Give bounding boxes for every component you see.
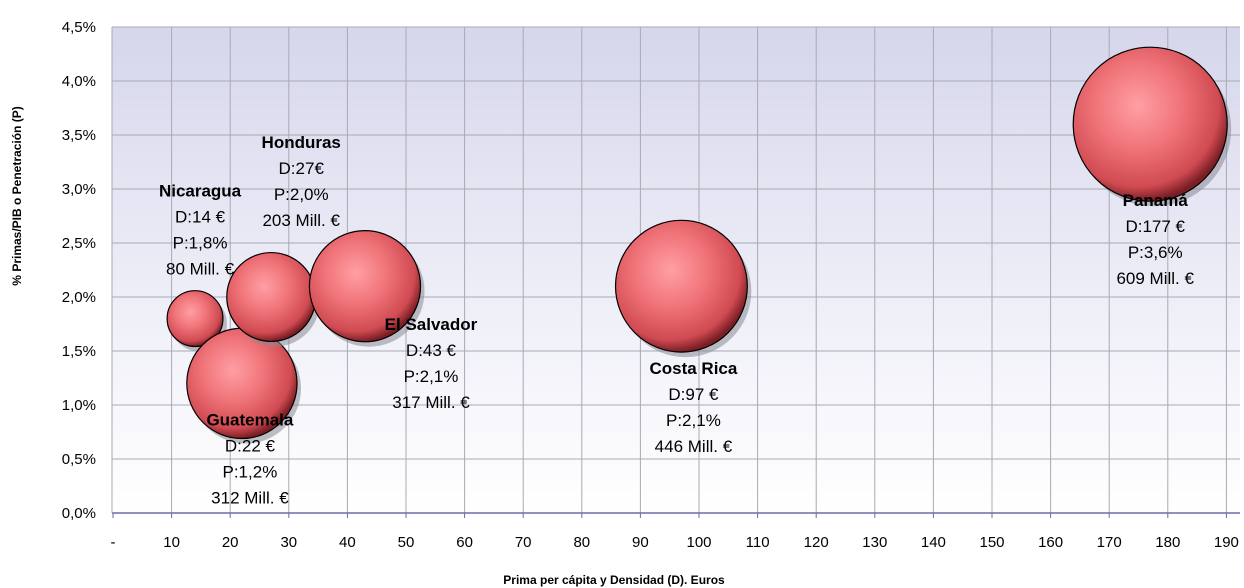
y-axis-title: % Primas/PIB o Penetración (P) xyxy=(10,106,24,285)
x-tick-label: 10 xyxy=(163,534,180,551)
y-tick-label: 1,0% xyxy=(62,397,96,414)
bubble-data-label: P:2,1% xyxy=(404,367,459,386)
bubble-data-label: 80 Mill. € xyxy=(166,260,235,279)
x-tick-label: 70 xyxy=(515,534,532,551)
bubble-data-label: D:177 € xyxy=(1125,217,1185,236)
bubble-data-label: P:3,6% xyxy=(1128,243,1183,262)
bubble-data-label: P:2,0% xyxy=(274,185,329,204)
bubble-name-label: Panamá xyxy=(1123,191,1189,210)
x-tick-label: 180 xyxy=(1155,534,1180,551)
x-axis-title: Prima per cápita y Densidad (D). Euros xyxy=(503,573,725,587)
bubble-honduras xyxy=(226,251,317,343)
x-tick-label: 80 xyxy=(573,534,590,551)
y-tick-label: 1,5% xyxy=(62,343,96,360)
bubble-nicaragua xyxy=(166,290,224,348)
bubble-costa-rica xyxy=(614,219,748,353)
bubble-name-label: Honduras xyxy=(262,133,341,152)
x-tick-label: 110 xyxy=(746,534,770,551)
x-tick-label: 50 xyxy=(398,534,415,551)
y-tick-label: 3,0% xyxy=(62,181,96,198)
x-tick-label: 60 xyxy=(456,534,473,551)
bubble-data-label: 446 Mill. € xyxy=(655,437,733,456)
x-tick-label: 120 xyxy=(804,534,829,551)
x-tick-label: 160 xyxy=(1038,534,1063,551)
x-tick-label: 170 xyxy=(1097,534,1122,551)
bubble-data-label: P:1,2% xyxy=(223,462,278,481)
axes: 0,0% 0,5% 1,0% 1,5% 2,0% 2,5% 3,0% 3,5% 4,0% 4,5%… xyxy=(62,19,1240,551)
bubble-name-label: Nicaragua xyxy=(159,182,242,201)
x-tick-label: 140 xyxy=(921,534,946,551)
bubble-data-label: D:14 € xyxy=(175,208,226,227)
y-tick-label: 4,5% xyxy=(62,19,96,36)
x-tick-label: 20 xyxy=(222,534,239,551)
bubble-el-salvador xyxy=(308,230,422,343)
y-tick-label: 2,5% xyxy=(62,235,96,252)
x-tick-label: 90 xyxy=(632,534,649,551)
x-tick-label: 190 xyxy=(1214,534,1239,551)
bubble-name-label: Costa Rica xyxy=(649,359,737,378)
x-tick-label: 40 xyxy=(339,534,356,551)
bubble-data-label: D:27€ xyxy=(279,159,325,178)
bubble-data-label: 609 Mill. € xyxy=(1116,269,1194,288)
x-tick-label: 150 xyxy=(979,534,1004,551)
bubble-name-label: El Salvador xyxy=(385,315,478,334)
x-tick-label: - xyxy=(111,534,116,551)
bubble-data-label: 203 Mill. € xyxy=(262,211,340,230)
bubble-data-label: D:43 € xyxy=(406,341,457,360)
y-tick-label: 3,5% xyxy=(62,127,96,144)
bubble-panamá xyxy=(1072,46,1228,202)
bubble-data-label: D:22 € xyxy=(225,436,276,455)
bubble-name-label: Guatemala xyxy=(206,410,293,429)
bubble-data-label: 312 Mill. € xyxy=(211,488,289,507)
y-tick-label: 0,5% xyxy=(62,451,96,468)
bubbles xyxy=(166,46,1232,444)
bubble-data-label: D:97 € xyxy=(668,385,719,404)
bubble-labels: Nicaragua D:14 € P:1,8% 80 Mill. € Guatemala… xyxy=(159,133,1195,507)
bubble-data-label: 317 Mill. € xyxy=(392,393,470,412)
y-tick-label: 4,0% xyxy=(62,73,96,90)
x-tick-label: 100 xyxy=(686,534,711,551)
x-tick-label: 130 xyxy=(862,534,887,551)
bubble-data-label: P:1,8% xyxy=(173,234,228,253)
bubble-data-label: P:2,1% xyxy=(666,411,721,430)
x-tick-label: 30 xyxy=(280,534,297,551)
y-tick-label: 0,0% xyxy=(62,505,96,522)
y-tick-label: 2,0% xyxy=(62,289,96,306)
